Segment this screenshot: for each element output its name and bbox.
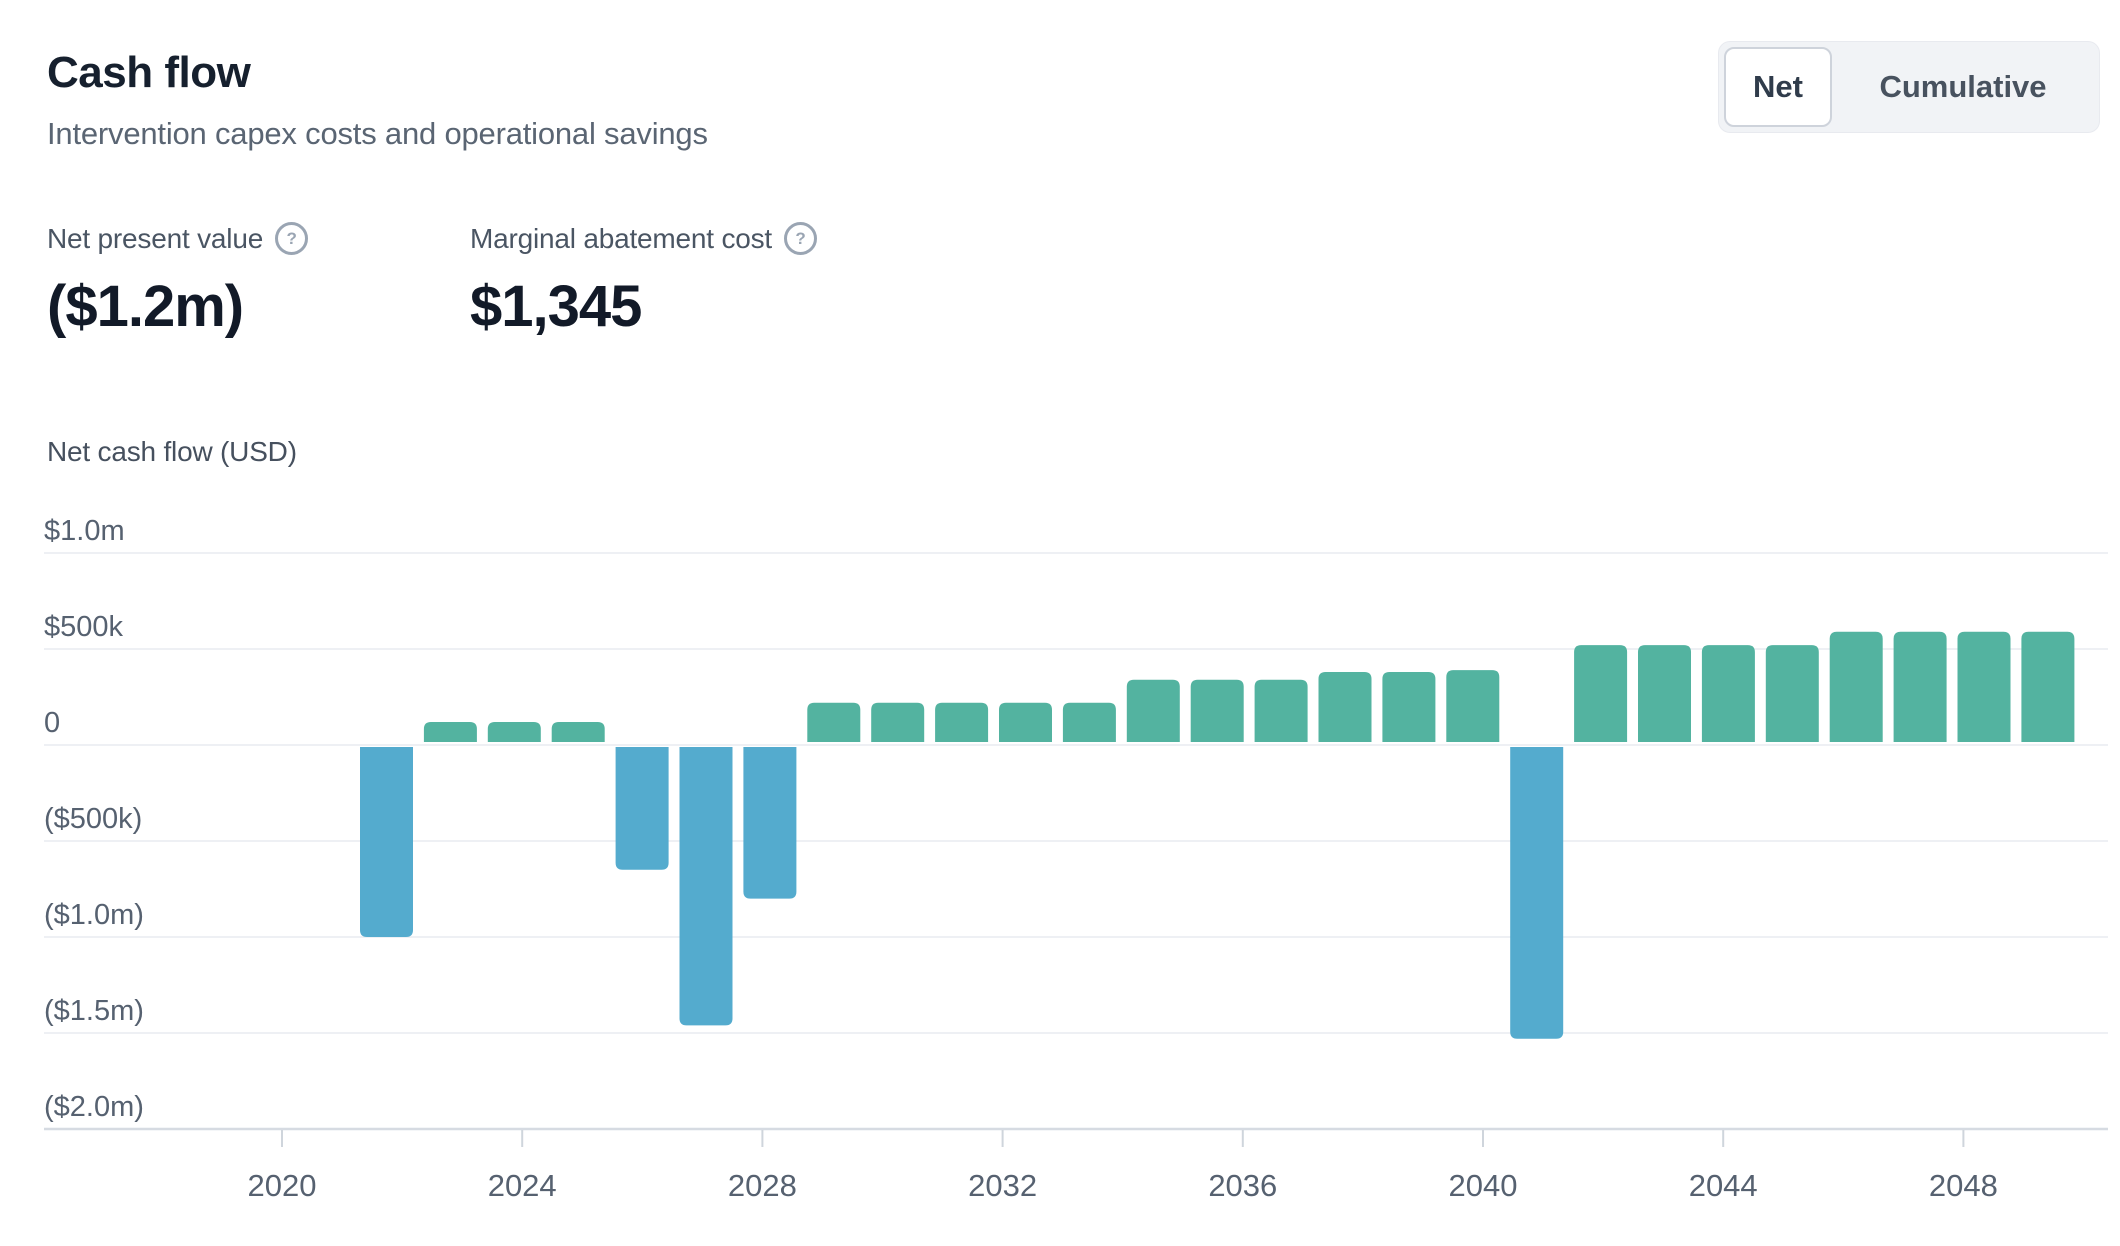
bar-2032[interactable]: [1062, 702, 1116, 742]
bar-2027[interactable]: [743, 747, 797, 899]
toggle-cumulative-button[interactable]: Cumulative: [1879, 69, 2047, 104]
bar-2040[interactable]: [1574, 645, 1628, 742]
y-tick-label: 0: [44, 707, 60, 739]
bar-2029[interactable]: [871, 702, 925, 742]
y-tick-label: ($500k): [44, 803, 142, 835]
bar-2047[interactable]: [2021, 631, 2075, 742]
x-tick-label: 2040: [1449, 1168, 1518, 1203]
page-subtitle: Intervention capex costs and operational…: [47, 116, 708, 151]
bar-2028[interactable]: [807, 702, 861, 742]
kpi-marginal-abatement-cost: Marginal abatement cost ? $1,345: [470, 222, 818, 340]
bar-2024[interactable]: [551, 721, 605, 742]
bar-2033[interactable]: [1126, 679, 1180, 742]
bar-2043[interactable]: [1765, 645, 1819, 742]
x-tick-label: 2024: [488, 1168, 557, 1203]
bar-2034[interactable]: [1190, 679, 1244, 742]
bar-2046[interactable]: [1957, 631, 2011, 742]
kpi-value: ($1.2m): [47, 274, 244, 339]
net-cumulative-toggle: Net Cumulative: [1718, 41, 2100, 133]
x-tick-label: 2032: [968, 1168, 1037, 1203]
kpi-value: $1,345: [470, 274, 642, 339]
cash-flow-bar-chart: $1.0m $500k 0 ($500k) ($1.0m) ($1.5m) ($2.0m) 2…: [44, 515, 2108, 1203]
bar-2026[interactable]: [679, 747, 733, 1026]
bar-2036[interactable]: [1318, 672, 1372, 742]
y-tick-label: $500k: [44, 611, 124, 643]
kpi-label: Net present value: [47, 222, 264, 254]
help-icon[interactable]: ?: [275, 222, 309, 255]
chart-y-axis-title: Net cash flow (USD): [47, 436, 297, 467]
toggle-net-button[interactable]: Net: [1724, 47, 1832, 127]
x-tick-label: 2036: [1208, 1168, 1277, 1203]
bar-2041[interactable]: [1638, 645, 1691, 742]
y-tick-label: $1.0m: [44, 515, 125, 547]
x-tick-label: 2020: [248, 1168, 317, 1203]
x-tick-label: 2044: [1689, 1168, 1758, 1203]
bar-2045[interactable]: [1893, 631, 1947, 742]
bar-2039[interactable]: [1510, 747, 1564, 1039]
bar-2022[interactable]: [423, 721, 477, 742]
bar-2038[interactable]: [1446, 670, 1500, 742]
bar-2044[interactable]: [1829, 631, 1883, 742]
y-tick-label: ($1.0m): [44, 899, 144, 931]
y-tick-label: ($1.5m): [44, 995, 144, 1027]
bar-2037[interactable]: [1382, 672, 1436, 742]
help-icon[interactable]: ?: [784, 222, 818, 255]
bar-2042[interactable]: [1701, 645, 1755, 742]
bar-2021[interactable]: [360, 747, 413, 937]
x-tick-label: 2028: [728, 1168, 797, 1203]
bar-2031[interactable]: [999, 702, 1052, 742]
bar-2023[interactable]: [487, 721, 541, 742]
page-title: Cash flow: [47, 48, 251, 97]
kpi-label: Marginal abatement cost: [470, 222, 773, 254]
kpi-net-present-value: Net present value ? ($1.2m): [47, 222, 309, 340]
x-tick-label: 2048: [1929, 1168, 1998, 1203]
bar-2035[interactable]: [1254, 679, 1308, 742]
y-tick-label: ($2.0m): [44, 1091, 144, 1123]
bar-2030[interactable]: [935, 702, 989, 742]
bar-2025[interactable]: [615, 747, 669, 870]
